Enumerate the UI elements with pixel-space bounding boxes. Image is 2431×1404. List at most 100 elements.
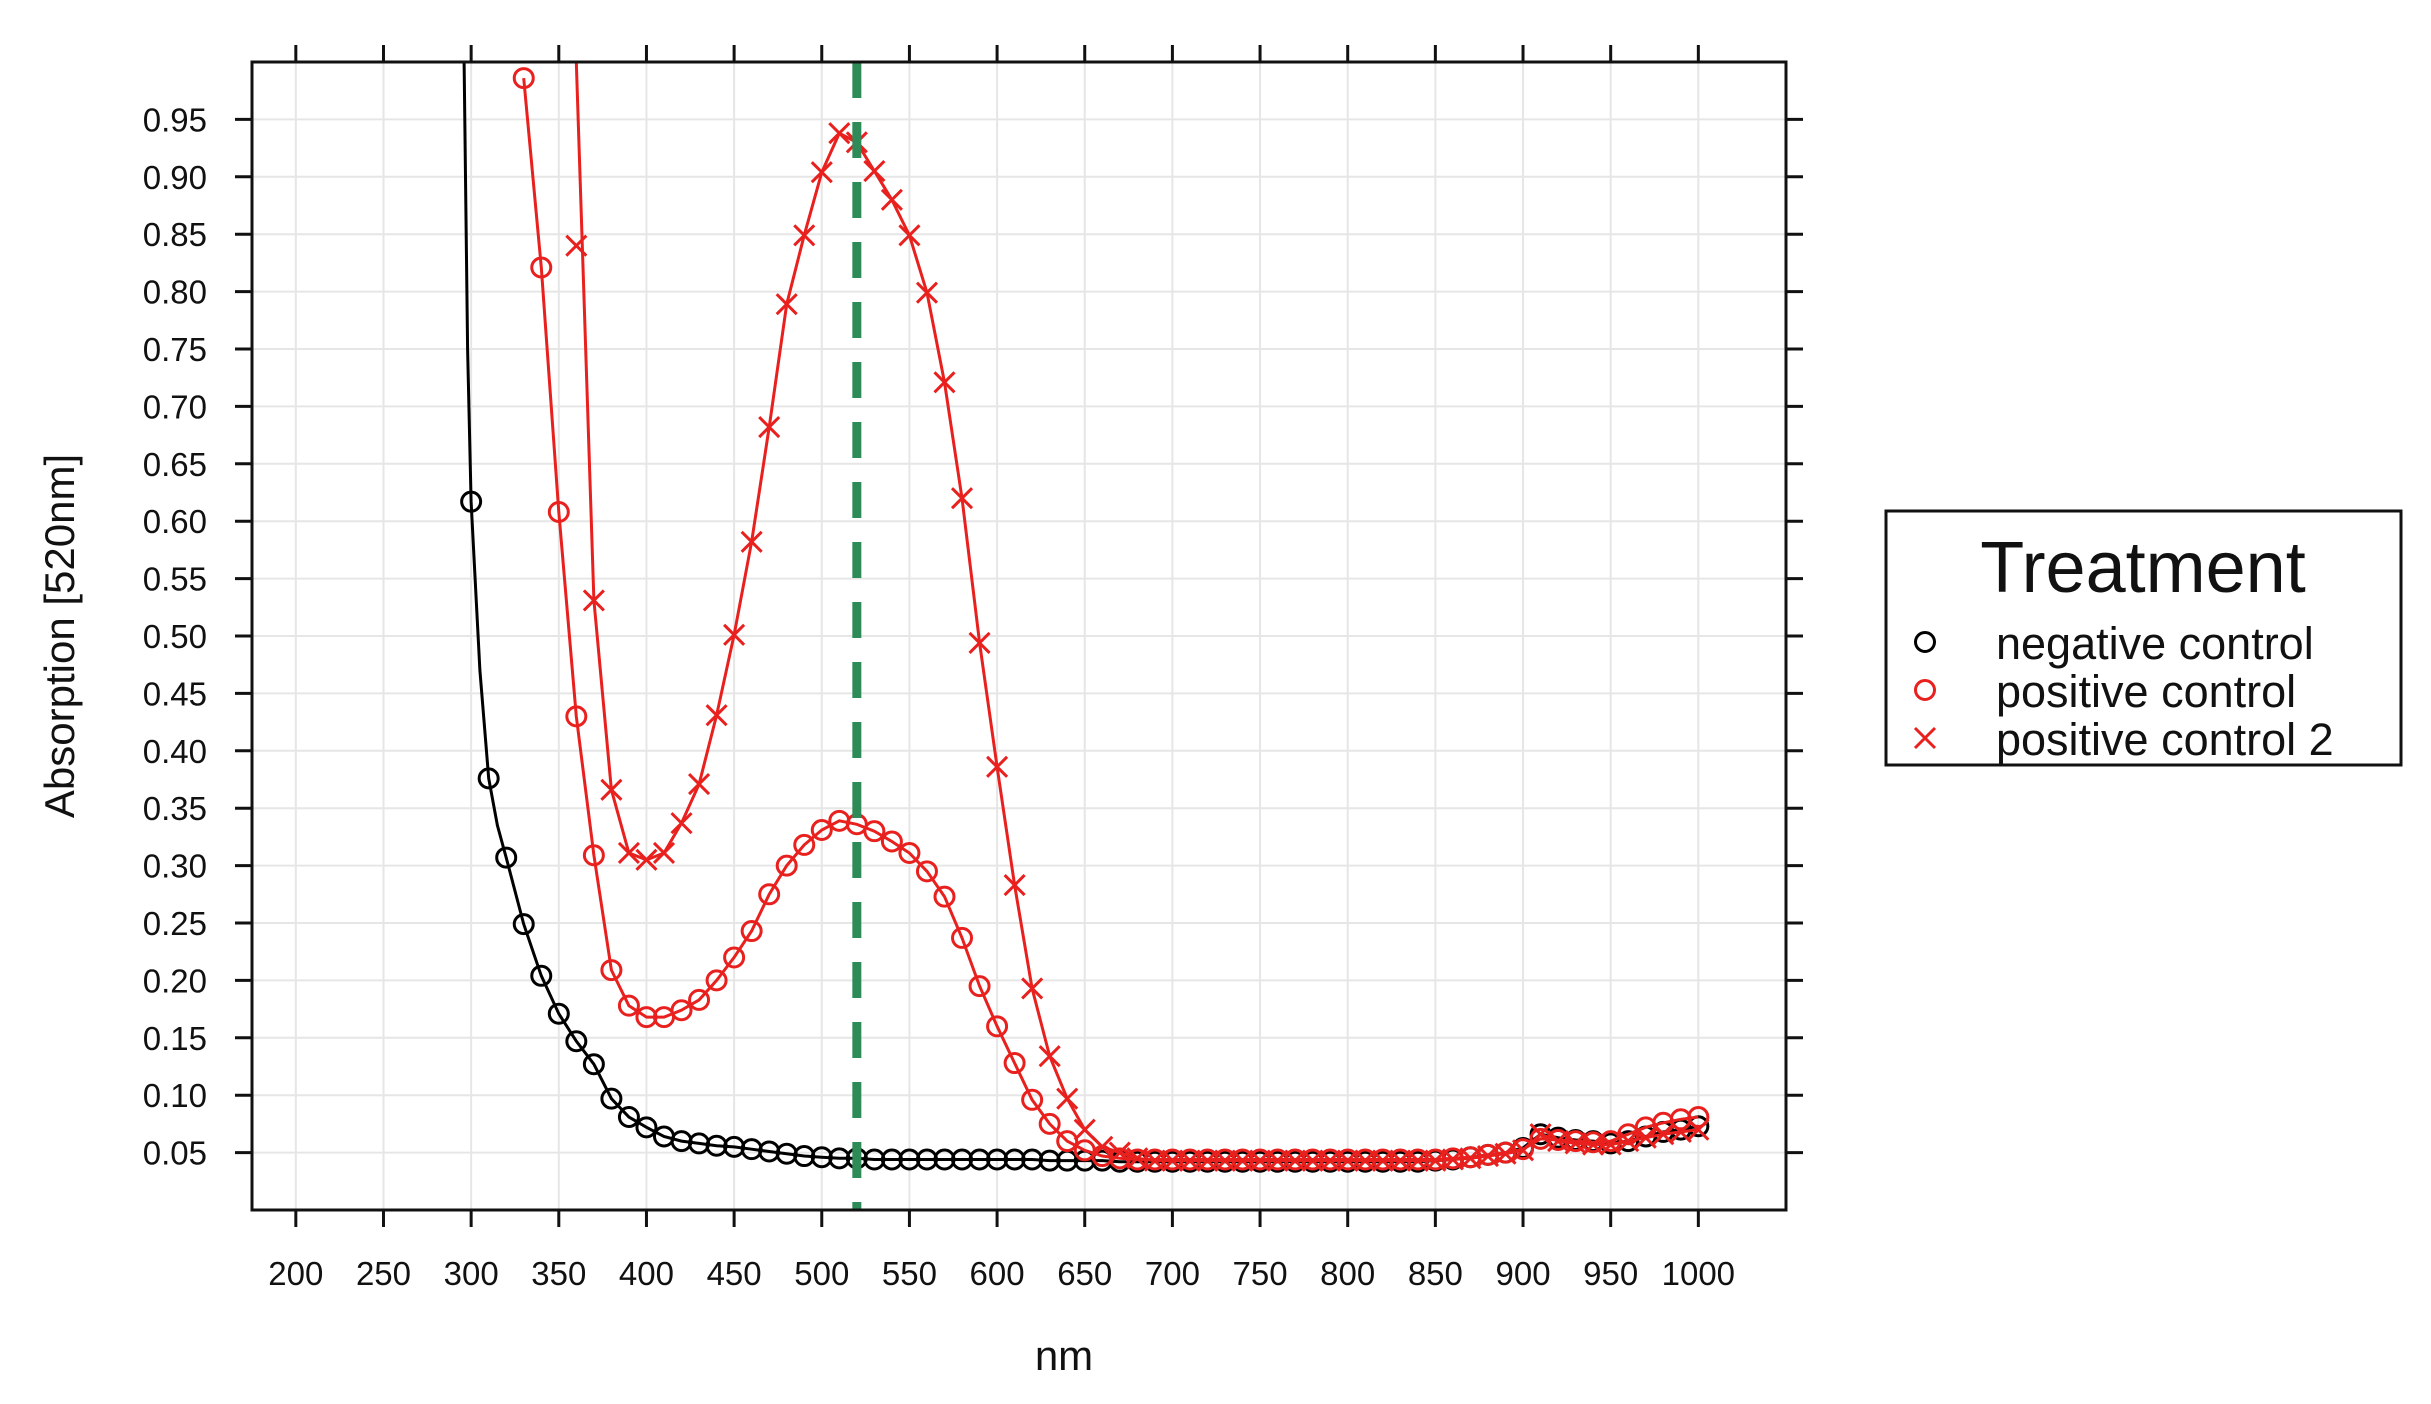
cross-stroke — [1143, 1149, 1166, 1172]
cross-stroke — [670, 812, 693, 835]
cross-stroke — [758, 416, 781, 439]
data-point — [810, 161, 833, 184]
cross-stroke — [1459, 1147, 1482, 1170]
y-tick-label: 0.85 — [143, 216, 207, 253]
cross-stroke — [1003, 874, 1026, 897]
cross-stroke — [933, 371, 956, 394]
data-point — [1021, 1088, 1044, 1111]
data-point — [600, 1087, 623, 1110]
data-point — [1389, 1149, 1412, 1172]
cross-stroke — [1266, 1149, 1289, 1172]
data-point — [1213, 1149, 1237, 1172]
data-point — [1178, 1149, 1201, 1172]
cross-stroke — [1091, 1135, 1114, 1158]
data-point — [740, 530, 763, 553]
data-point — [1424, 1149, 1447, 1172]
cross-stroke — [775, 293, 798, 316]
cross-stroke — [1336, 1149, 1359, 1172]
data-point — [1196, 1149, 1219, 1172]
data-point — [477, 767, 500, 790]
cross-stroke — [635, 848, 658, 871]
x-tick-label: 500 — [794, 1255, 849, 1292]
data-point — [951, 926, 974, 949]
cross-stroke — [1301, 1149, 1324, 1172]
cross-stroke — [1652, 1123, 1675, 1146]
cross-stroke — [828, 122, 851, 145]
data-point — [1494, 1142, 1517, 1165]
legend-entry: positive control 2 — [1913, 714, 2334, 765]
data-point — [898, 224, 921, 247]
data-point — [705, 969, 728, 992]
cross-stroke — [617, 841, 640, 865]
y-tick-label: 0.10 — [143, 1077, 207, 1114]
cross-stroke — [1196, 1149, 1219, 1172]
data-series — [460, 62, 1710, 1173]
data-point — [512, 913, 535, 936]
data-point — [1003, 1052, 1026, 1075]
legend-marker — [1914, 679, 1936, 701]
y-tick-label: 0.30 — [143, 848, 207, 885]
cross-stroke — [1389, 1149, 1412, 1172]
cross-stroke — [1424, 1149, 1447, 1172]
data-point — [986, 1015, 1009, 1038]
legend-entry: negative control — [1914, 618, 2314, 669]
cross-stroke — [950, 487, 974, 510]
x-tick-label: 750 — [1233, 1255, 1288, 1292]
cross-stroke — [1687, 1118, 1710, 1141]
cross-stroke — [1406, 1149, 1429, 1172]
series-3 — [565, 62, 1710, 1172]
cross-stroke — [880, 188, 903, 211]
data-point — [880, 830, 903, 853]
x-tick-label: 300 — [444, 1255, 499, 1292]
data-point — [986, 755, 1009, 778]
data-point — [1582, 1133, 1605, 1156]
cross-stroke — [1056, 1087, 1079, 1110]
data-point — [793, 224, 816, 247]
data-point — [1284, 1149, 1307, 1172]
data-point — [582, 1053, 605, 1076]
data-point — [828, 122, 851, 145]
data-point — [810, 819, 833, 842]
cross-stroke — [986, 755, 1009, 778]
data-point — [1634, 1126, 1657, 1149]
data-point — [950, 487, 974, 510]
x-tick-label: 400 — [619, 1255, 674, 1292]
cross-stroke — [1371, 1149, 1394, 1172]
y-tick-label: 0.40 — [143, 733, 207, 770]
data-point — [1529, 1123, 1552, 1146]
data-point — [933, 885, 956, 908]
data-point — [863, 159, 886, 183]
cross-stroke — [582, 589, 605, 612]
cross-stroke — [1441, 1148, 1464, 1171]
y-tick-label: 0.45 — [143, 675, 207, 712]
y-tick-label: 0.75 — [143, 331, 207, 368]
y-tick-label: 0.50 — [143, 618, 207, 655]
data-point — [1617, 1130, 1640, 1153]
data-point — [1231, 1149, 1254, 1172]
x-tick-label: 850 — [1408, 1255, 1463, 1292]
legend-title: Treatment — [1980, 528, 2305, 608]
y-tick-label: 0.70 — [143, 388, 207, 425]
x-tick-label: 700 — [1145, 1255, 1200, 1292]
x-tick-label: 900 — [1495, 1255, 1550, 1292]
cross-stroke — [793, 224, 816, 247]
cross-stroke — [1161, 1149, 1184, 1172]
cross-stroke — [898, 224, 921, 247]
x-tick-labels: 200 250 300 350 400 450 500 550 600 650 700 750 800 8… — [268, 1255, 1735, 1292]
data-point — [1319, 1149, 1342, 1172]
data-point — [582, 844, 605, 867]
x-tick-label: 450 — [707, 1255, 762, 1292]
data-point — [547, 1002, 570, 1025]
data-point — [758, 883, 781, 906]
cross-stroke — [968, 631, 991, 654]
cross-stroke — [600, 778, 623, 801]
y-tick-label: 0.80 — [143, 274, 207, 311]
grid — [252, 62, 1786, 1210]
cross-stroke — [1476, 1144, 1500, 1168]
cross-stroke — [1231, 1149, 1254, 1172]
cross-stroke — [1617, 1130, 1640, 1153]
legend-label: positive control — [1996, 666, 2296, 717]
x-axis-title: nm — [1035, 1332, 1093, 1379]
data-point — [460, 490, 483, 513]
